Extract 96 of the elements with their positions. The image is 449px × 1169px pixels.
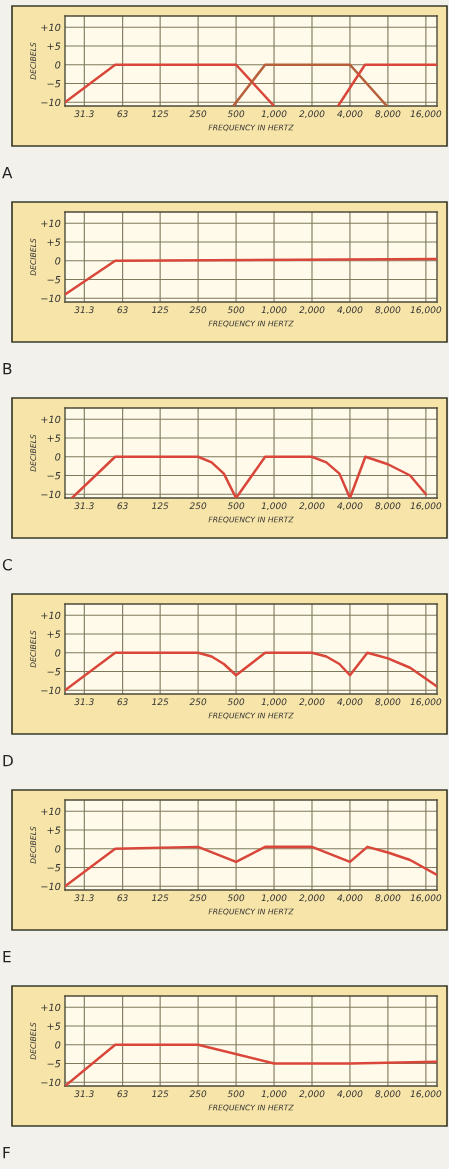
x-tick-label: 250 <box>189 698 207 706</box>
y-tick-label: +5 <box>47 1022 61 1030</box>
x-tick-label: 2,000 <box>299 1090 325 1099</box>
x-tick-label: 63 <box>117 502 128 510</box>
text: F <box>3 1147 10 1159</box>
x-tick-label: 1,000 <box>261 894 287 903</box>
y-tick-label: 0 <box>55 1041 61 1049</box>
x-tick-label: 31.3 <box>74 306 94 314</box>
x-tick-label: 16,000 <box>410 306 442 315</box>
x-tick-label: 16,000 <box>410 1090 442 1099</box>
x-tick-label: 125 <box>151 698 169 706</box>
x-tick-label: 250 <box>189 502 207 510</box>
x-tick-label: 500 <box>227 502 245 510</box>
x-tick-label: 31.3 <box>74 698 94 706</box>
y-tick-label: −5 <box>47 80 61 88</box>
y-tick-label: −10 <box>41 686 61 695</box>
x-tick-label: 4,000 <box>337 894 363 903</box>
x-tick-label: 4,000 <box>337 306 363 315</box>
x-tick-label: 31.3 <box>74 502 94 510</box>
x-tick-label: 8,000 <box>375 894 401 903</box>
x-tick-label: 125 <box>151 110 169 118</box>
y-tick-label: +10 <box>41 807 61 816</box>
y-tick-label: −10 <box>41 98 61 107</box>
y-tick-label: +10 <box>41 415 61 424</box>
text: C <box>2 558 12 571</box>
x-tick-label: 1,000 <box>261 502 287 511</box>
x-tick-label: 250 <box>189 894 207 902</box>
x-tick-label: 16,000 <box>410 698 442 707</box>
y-tick-label: 0 <box>55 845 61 853</box>
y-tick-label: +10 <box>41 611 61 620</box>
y-tick-label: −10 <box>41 490 61 499</box>
x-tick-label: 8,000 <box>375 698 401 707</box>
y-tick-label: −10 <box>41 882 61 891</box>
text: B <box>3 363 12 375</box>
x-tick-label: 31.3 <box>74 894 94 902</box>
x-tick-label: 8,000 <box>375 502 401 511</box>
x-tick-label: 2,000 <box>299 894 325 903</box>
x-tick-label: 125 <box>151 502 169 510</box>
x-tick-label: 2,000 <box>299 698 325 707</box>
text: E <box>3 951 11 963</box>
y-tick-label: 0 <box>55 453 61 461</box>
y-tick-label: −5 <box>47 668 61 676</box>
text: D <box>3 755 13 767</box>
y-tick-label: 0 <box>55 257 61 265</box>
y-tick-label: +10 <box>41 219 61 228</box>
x-tick-label: 4,000 <box>337 502 363 511</box>
x-tick-label: 4,000 <box>337 1090 363 1099</box>
x-tick-label: 16,000 <box>410 110 442 119</box>
x-tick-label: 4,000 <box>337 110 363 119</box>
x-tick-label: 63 <box>117 698 128 706</box>
x-tick-label: 500 <box>227 110 245 118</box>
x-tick-label: 63 <box>117 306 128 314</box>
x-tick-label: 63 <box>117 1090 128 1098</box>
x-tick-label: 8,000 <box>375 110 401 119</box>
x-tick-label: 4,000 <box>337 698 363 707</box>
x-tick-label: 1,000 <box>261 698 287 707</box>
x-tick-label: 1,000 <box>261 306 287 315</box>
y-tick-label: +5 <box>47 42 61 50</box>
x-tick-label: 8,000 <box>375 306 401 315</box>
y-tick-label: −5 <box>47 472 61 480</box>
y-tick-label: +5 <box>47 826 61 834</box>
x-tick-label: 16,000 <box>410 502 442 511</box>
x-tick-label: 250 <box>189 1090 207 1098</box>
y-tick-label: +5 <box>47 630 61 638</box>
x-tick-label: 250 <box>189 306 207 314</box>
x-tick-label: 125 <box>151 1090 169 1098</box>
x-tick-label: 500 <box>227 894 245 902</box>
x-tick-label: 1,000 <box>261 1090 287 1099</box>
x-tick-label: 1,000 <box>261 110 287 119</box>
x-tick-label: 500 <box>227 1090 245 1098</box>
y-tick-label: −5 <box>47 1060 61 1068</box>
x-tick-label: 125 <box>151 894 169 902</box>
x-tick-label: 125 <box>151 306 169 314</box>
y-tick-label: +5 <box>47 434 61 442</box>
x-tick-label: 63 <box>117 110 128 118</box>
y-tick-label: −10 <box>41 294 61 303</box>
x-tick-label: 250 <box>189 110 207 118</box>
x-tick-label: 2,000 <box>299 110 325 119</box>
y-tick-label: −10 <box>41 1078 61 1087</box>
y-tick-label: +10 <box>41 23 61 32</box>
x-tick-label: 8,000 <box>375 1090 401 1099</box>
y-tick-label: +5 <box>47 238 61 246</box>
x-tick-label: 2,000 <box>299 306 325 315</box>
y-tick-label: −5 <box>47 864 61 872</box>
y-tick-label: 0 <box>55 61 61 69</box>
y-tick-label: −5 <box>47 276 61 284</box>
x-tick-label: 63 <box>117 894 128 902</box>
x-tick-label: 31.3 <box>74 1090 94 1098</box>
y-tick-label: +10 <box>41 1003 61 1012</box>
x-tick-label: 500 <box>227 306 245 314</box>
x-tick-label: 16,000 <box>410 894 442 903</box>
x-tick-label: 500 <box>227 698 245 706</box>
x-tick-label: 31.3 <box>74 110 94 118</box>
x-tick-label: 2,000 <box>299 502 325 511</box>
text: A <box>2 167 13 179</box>
y-tick-label: 0 <box>55 649 61 657</box>
